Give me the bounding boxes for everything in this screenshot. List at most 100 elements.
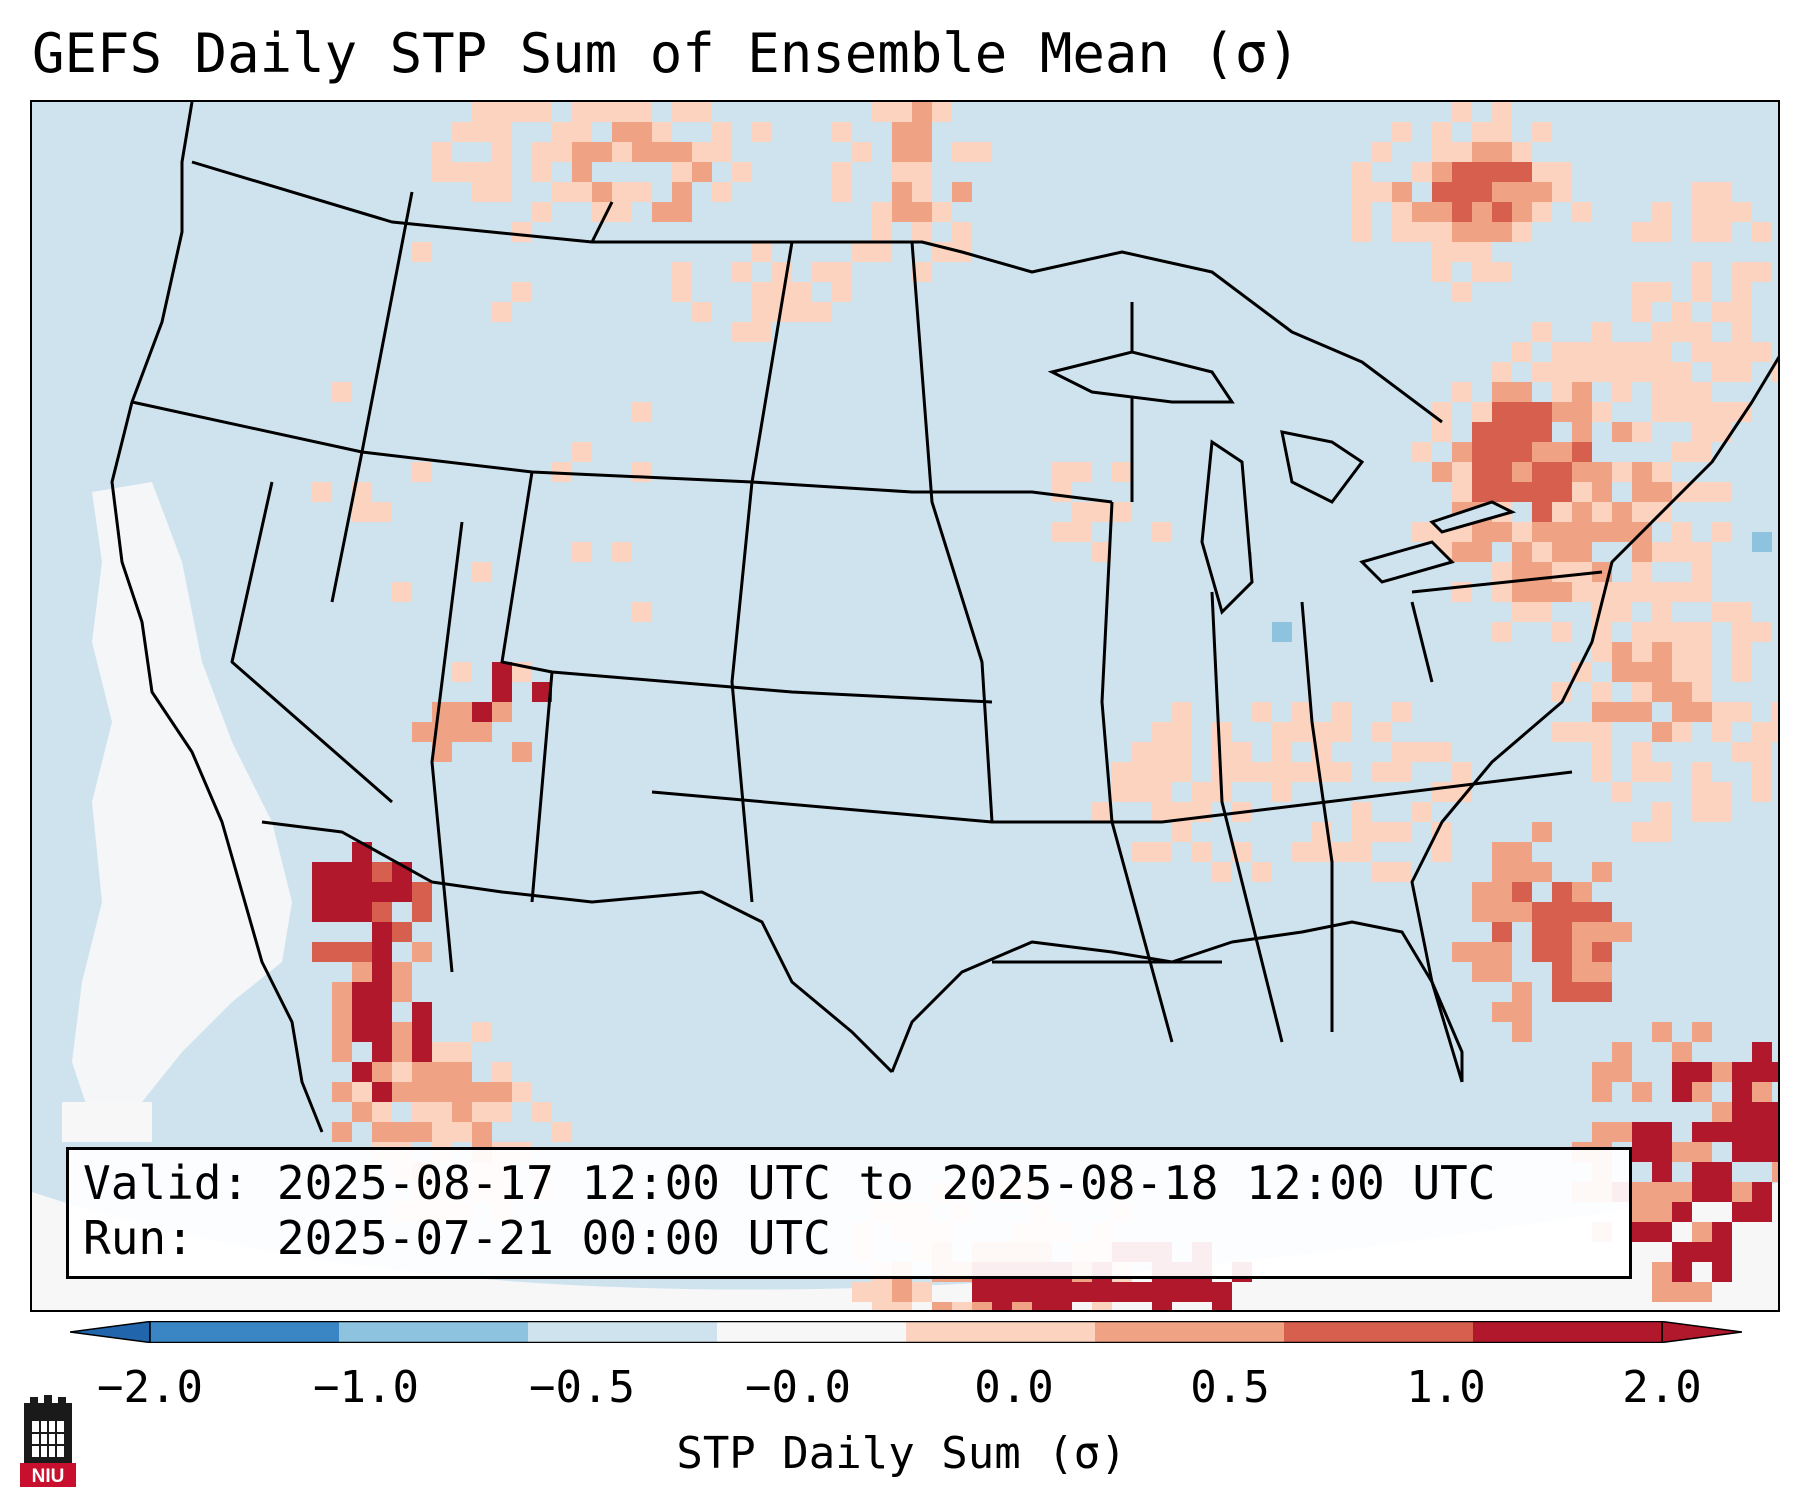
anomaly-cell xyxy=(1652,362,1672,382)
anomaly-cell xyxy=(1152,842,1172,862)
anomaly-cell xyxy=(552,1122,572,1142)
anomaly-cell xyxy=(1692,562,1712,582)
anomaly-cell xyxy=(1572,922,1592,942)
anomaly-cell xyxy=(372,862,392,882)
anomaly-cell xyxy=(1552,462,1572,482)
anomaly-cell xyxy=(472,1082,492,1102)
anomaly-cell xyxy=(1472,242,1492,262)
anomaly-cell xyxy=(412,1122,432,1142)
anomaly-cell xyxy=(1632,742,1652,762)
anomaly-cell xyxy=(1732,1182,1752,1202)
anomaly-cell xyxy=(1752,1102,1772,1122)
anomaly-cell xyxy=(1732,1082,1752,1102)
colorbar-tick-label: −0.0 xyxy=(745,1362,851,1413)
valid-line: Valid: 2025-08-17 12:00 UTC to 2025-08-1… xyxy=(83,1156,1629,1211)
anomaly-cell xyxy=(1472,402,1492,422)
anomaly-cell xyxy=(432,1062,452,1082)
anomaly-cell xyxy=(1492,362,1512,382)
anomaly-cell xyxy=(352,1102,372,1122)
anomaly-cell xyxy=(1692,1282,1712,1302)
anomaly-cell xyxy=(1472,882,1492,902)
anomaly-cell xyxy=(1752,342,1772,362)
anomaly-cell xyxy=(1612,502,1632,522)
anomaly-cell xyxy=(1692,322,1712,342)
anomaly-cell xyxy=(1312,762,1332,782)
anomaly-cell xyxy=(452,1122,472,1142)
anomaly-cell xyxy=(1492,402,1512,422)
anomaly-cell xyxy=(892,202,912,222)
colorbar-tick-label: 0.0 xyxy=(974,1362,1054,1413)
colorbar-bin xyxy=(150,1321,340,1343)
anomaly-cell xyxy=(1452,762,1472,782)
anomaly-cell xyxy=(1492,882,1512,902)
anomaly-cell xyxy=(332,1082,352,1102)
anomaly-cell xyxy=(412,882,432,902)
anomaly-cell xyxy=(312,942,332,962)
anomaly-cell xyxy=(1672,642,1692,662)
anomaly-cell xyxy=(532,202,552,222)
anomaly-cell xyxy=(1732,202,1752,222)
anomaly-cell xyxy=(512,742,532,762)
anomaly-cell xyxy=(1732,302,1752,322)
anomaly-cell xyxy=(1452,102,1472,122)
anomaly-cell xyxy=(452,1082,472,1102)
anomaly-cell xyxy=(1712,722,1732,742)
anomaly-cell xyxy=(1412,522,1432,542)
anomaly-cell xyxy=(1552,362,1572,382)
anomaly-cell xyxy=(352,482,372,502)
anomaly-cell xyxy=(752,122,772,142)
anomaly-cell xyxy=(572,162,592,182)
anomaly-cell xyxy=(1452,462,1472,482)
anomaly-cell xyxy=(1652,582,1672,602)
anomaly-cell xyxy=(532,682,552,702)
colorbar-bin xyxy=(1284,1321,1474,1343)
anomaly-cell xyxy=(1612,382,1632,402)
anomaly-cell xyxy=(1652,1122,1672,1142)
anomaly-cell xyxy=(1592,902,1612,922)
anomaly-cell xyxy=(1112,762,1132,782)
anomaly-cell xyxy=(1512,402,1532,422)
anomaly-cell xyxy=(1492,162,1512,182)
anomaly-cell xyxy=(1572,902,1592,922)
anomaly-patches xyxy=(312,102,1778,1310)
anomaly-cell xyxy=(1632,502,1652,522)
anomaly-cell xyxy=(1752,722,1772,742)
anomaly-cell xyxy=(1692,262,1712,282)
anomaly-cell xyxy=(1172,742,1192,762)
anomaly-cell xyxy=(1472,262,1492,282)
anomaly-cell xyxy=(592,142,612,162)
anomaly-cell xyxy=(392,1022,412,1042)
anomaly-cell xyxy=(1352,802,1372,822)
anomaly-cell xyxy=(312,882,332,902)
anomaly-cell xyxy=(1612,702,1632,722)
anomaly-cell xyxy=(1772,722,1778,742)
run-line: Run: 2025-07-21 00:00 UTC xyxy=(83,1211,1629,1266)
mexico-border xyxy=(261,820,894,1074)
anomaly-cell xyxy=(832,182,852,202)
anomaly-cell xyxy=(1652,1022,1672,1042)
anomaly-cell xyxy=(1432,142,1452,162)
anomaly-cell xyxy=(1772,1122,1778,1142)
anomaly-cell xyxy=(632,102,652,122)
anomaly-cell xyxy=(1172,822,1192,842)
anomaly-cell xyxy=(912,1282,932,1302)
anomaly-cell xyxy=(492,682,512,702)
anomaly-cell xyxy=(1412,742,1432,762)
anomaly-cell xyxy=(452,662,472,682)
anomaly-cell xyxy=(1172,1282,1192,1302)
anomaly-cell xyxy=(692,302,712,322)
anomaly-cell xyxy=(1532,322,1552,342)
anomaly-cell xyxy=(1472,942,1492,962)
anomaly-cell xyxy=(1572,962,1592,982)
anomaly-cell xyxy=(392,1082,412,1102)
anomaly-cell xyxy=(1072,522,1092,542)
anomaly-cell xyxy=(432,1122,452,1142)
anomaly-cell xyxy=(1332,722,1352,742)
anomaly-cell xyxy=(532,142,552,162)
anomaly-cell xyxy=(632,142,652,162)
anomaly-cell xyxy=(372,962,392,982)
anomaly-cell xyxy=(1572,462,1592,482)
anomaly-cell xyxy=(1032,1302,1052,1310)
anomaly-cell xyxy=(1652,682,1672,702)
anomaly-cell xyxy=(1492,1002,1512,1022)
